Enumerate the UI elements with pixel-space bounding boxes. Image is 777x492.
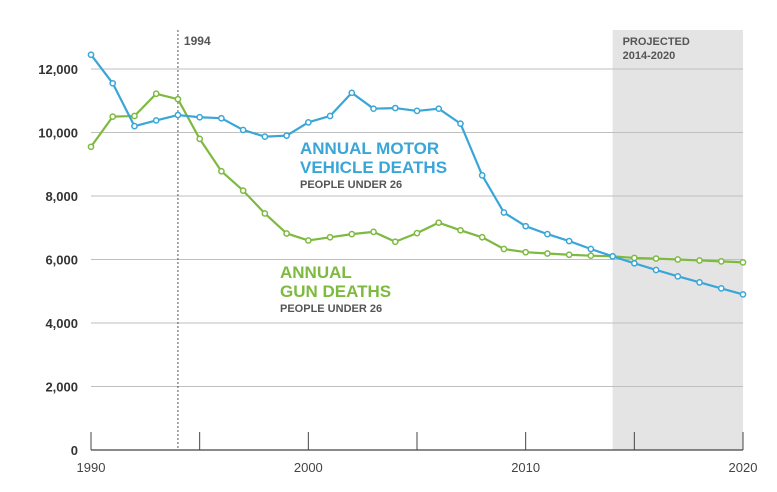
projected-region (612, 30, 743, 450)
motor-vehicle-point (87, 51, 95, 59)
gun-deaths-point (674, 256, 682, 263)
gun-deaths-point (413, 229, 421, 237)
gun-deaths-point (652, 255, 660, 262)
gun-deaths-point (131, 112, 138, 120)
motor-vehicle-point (261, 133, 269, 140)
gun-deaths-point (370, 228, 377, 236)
gun-series-label-line1: ANNUAL (280, 263, 352, 282)
motor-series-label-line2: VEHICLE DEATHS (300, 158, 447, 177)
motor-vehicle-point (131, 122, 138, 130)
motor-series-sublabel: PEOPLE UNDER 26 (300, 179, 402, 191)
motor-vehicle-point (152, 117, 160, 124)
motor-vehicle-point (696, 279, 703, 286)
gun-deaths-point (261, 210, 269, 217)
gun-deaths-point (478, 233, 486, 241)
motor-vehicle-point (283, 132, 290, 140)
motor-vehicle-point (239, 126, 247, 134)
y-tick-label: 12,000 (38, 62, 78, 77)
x-tick-label: 1990 (77, 460, 106, 475)
gun-deaths-point (739, 259, 747, 266)
motor-vehicle-point (391, 104, 399, 112)
motor-vehicle-point (522, 222, 530, 230)
motor-vehicle-point (435, 105, 443, 113)
gun-deaths-point (630, 254, 638, 262)
motor-vehicle-point (109, 79, 117, 87)
y-tick-label: 2,000 (45, 380, 78, 395)
motor-vehicle-point (196, 113, 204, 121)
gun-deaths-point (239, 187, 247, 194)
gun-deaths-point (348, 230, 356, 238)
x-tick-label: 2010 (511, 460, 540, 475)
x-tick-labels: 1990 2000 2010 2020 (77, 460, 758, 475)
gun-deaths-point (565, 251, 573, 259)
gun-deaths-point (152, 90, 160, 98)
projected-label-line1: PROJECTED (623, 36, 690, 48)
motor-vehicle-point (326, 112, 334, 120)
motor-vehicle-point (218, 114, 225, 122)
y-tick-label: 10,000 (38, 126, 78, 141)
motor-vehicle-point (370, 105, 377, 113)
motor-vehicle-point (565, 237, 573, 245)
motor-vehicle-point (717, 285, 725, 292)
gun-deaths-point (696, 257, 703, 264)
gun-deaths-point (109, 113, 117, 120)
gun-deaths-point (522, 248, 530, 256)
y-tick-label: 0 (71, 443, 78, 458)
y-tick-label: 8,000 (45, 189, 78, 204)
gun-deaths-point (283, 230, 290, 237)
y-tick-label: 6,000 (45, 253, 78, 268)
series-points (87, 51, 747, 298)
motor-vehicle-point (413, 107, 421, 115)
motor-vehicle-point (674, 272, 682, 280)
motor-vehicle-point (587, 245, 595, 253)
motor-vehicle-point (457, 120, 464, 127)
gun-deaths-point (174, 95, 182, 103)
motor-vehicle-point (652, 266, 660, 274)
motor-vehicle-point (500, 209, 508, 216)
projected-label-line2: 2014-2020 (623, 50, 676, 62)
gun-deaths-point (218, 167, 225, 175)
gun-deaths-point (500, 245, 508, 253)
motor-vehicle-point (478, 172, 486, 179)
gun-deaths-point (587, 252, 595, 260)
motor-vehicle-point (348, 89, 356, 97)
gun-deaths-point (391, 238, 399, 246)
gun-deaths-point (717, 258, 725, 265)
x-tick-label: 2000 (294, 460, 323, 475)
gun-deaths-point (196, 135, 204, 143)
motor-series-label-line1: ANNUAL MOTOR (300, 139, 439, 158)
motor-vehicle-point (609, 252, 616, 260)
y-tick-label: 4,000 (45, 316, 78, 331)
gun-series-label-line2: GUN DEATHS (280, 282, 391, 301)
x-tick-label: 2020 (729, 460, 758, 475)
gun-deaths-point (457, 226, 464, 234)
x-minor-ticks (90, 432, 744, 450)
motor-vehicle-point (630, 259, 638, 267)
gun-deaths-point (304, 237, 312, 244)
marker-1994-label: 1994 (184, 34, 211, 48)
motor-vehicle-point (739, 291, 747, 298)
y-tick-labels: 0 2,000 4,000 6,000 8,000 10,000 12,000 (38, 62, 78, 458)
gun-deaths-point (326, 233, 334, 241)
gun-deaths-point (544, 250, 551, 257)
gun-series-sublabel: PEOPLE UNDER 26 (280, 303, 382, 315)
gun-deaths-point (87, 143, 95, 151)
motor-vehicle-point (304, 118, 312, 126)
motor-vehicle-point (174, 111, 182, 119)
motor-vehicle-point (544, 230, 551, 238)
gun-deaths-point (435, 219, 443, 227)
grid-lines (91, 68, 743, 387)
